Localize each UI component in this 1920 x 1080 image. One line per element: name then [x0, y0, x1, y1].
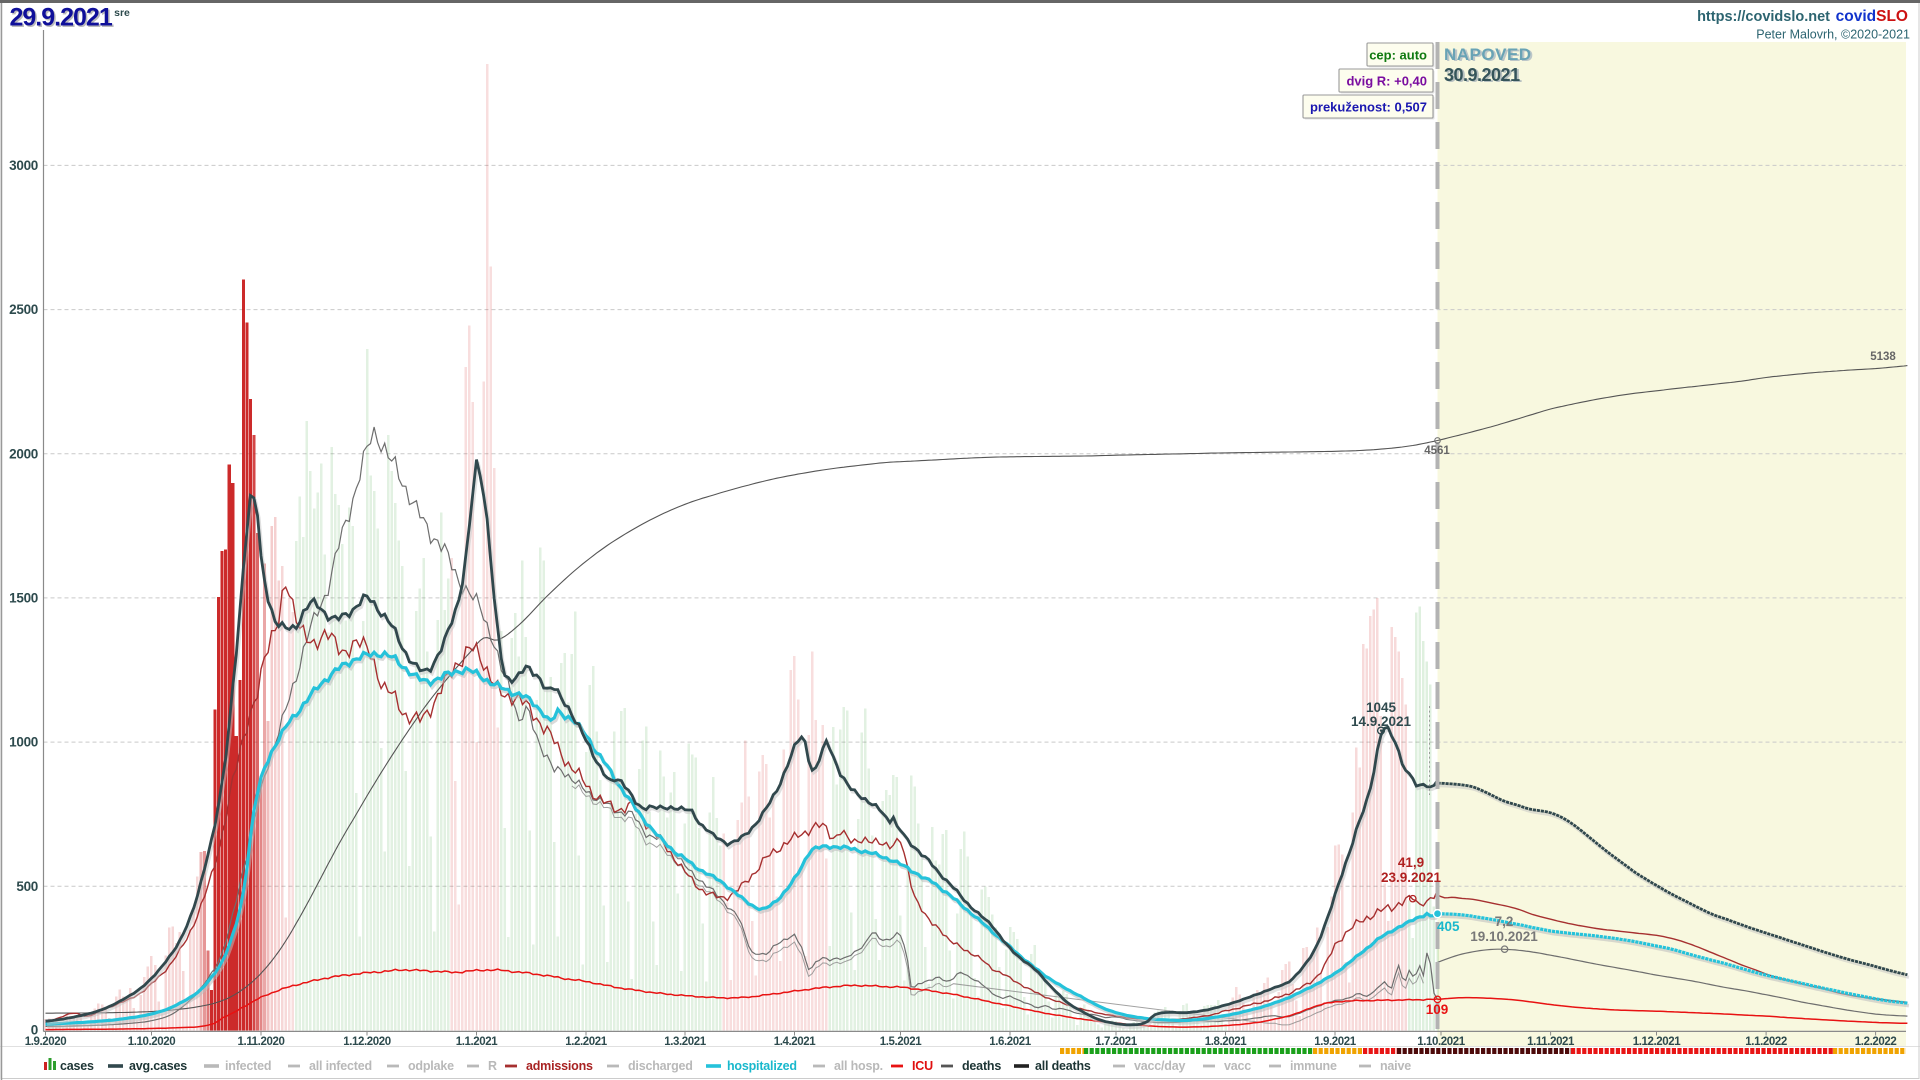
svg-text:1.11.2021: 1.11.2021 — [1527, 1036, 1575, 1048]
svg-text:immune: immune — [1290, 1059, 1337, 1073]
svg-text:naive: naive — [1380, 1059, 1411, 1073]
svg-text:NAPOVED: NAPOVED — [1446, 46, 1534, 65]
svg-text:1.11.2020: 1.11.2020 — [238, 1036, 285, 1048]
svg-text:all hosp.: all hosp. — [834, 1059, 883, 1073]
svg-text:1.4.2021: 1.4.2021 — [774, 1036, 817, 1048]
svg-text:deaths: deaths — [962, 1059, 1001, 1073]
svg-text:23.9.2021: 23.9.2021 — [1381, 870, 1442, 885]
svg-text:1500: 1500 — [9, 590, 38, 605]
svg-text:30.9.2021: 30.9.2021 — [1446, 66, 1522, 86]
svg-text:2000: 2000 — [9, 446, 38, 461]
svg-text:vacc/day: vacc/day — [1134, 1059, 1185, 1073]
svg-text:4561: 4561 — [1424, 445, 1450, 457]
svg-text:1.10.2021: 1.10.2021 — [1417, 1036, 1466, 1048]
svg-text:R: R — [488, 1059, 497, 1073]
svg-text:405: 405 — [1437, 919, 1460, 934]
svg-text:30.9.2021: 30.9.2021 — [1444, 65, 1520, 85]
svg-text:ICU: ICU — [912, 1059, 933, 1073]
svg-text:1.8.2021: 1.8.2021 — [1205, 1036, 1248, 1048]
svg-text:dvig R: +0,40: dvig R: +0,40 — [1346, 74, 1427, 89]
svg-text:1.12.2021: 1.12.2021 — [1633, 1036, 1682, 1048]
svg-text:hospitalized: hospitalized — [727, 1059, 797, 1073]
svg-text:41,9: 41,9 — [1398, 855, 1424, 870]
svg-text:1045: 1045 — [1366, 700, 1397, 715]
svg-text:19.10.2021: 19.10.2021 — [1470, 929, 1538, 944]
svg-text:cases: cases — [60, 1059, 94, 1073]
svg-text:NAPOVED: NAPOVED — [1444, 45, 1532, 64]
svg-text:cep: auto: cep: auto — [1369, 48, 1427, 63]
svg-text:5138: 5138 — [1870, 351, 1896, 363]
svg-text:1.5.2021: 1.5.2021 — [880, 1036, 923, 1048]
svg-text:1.2.2021: 1.2.2021 — [565, 1036, 608, 1048]
svg-text:odplake: odplake — [408, 1059, 454, 1073]
svg-text:admissions: admissions — [526, 1059, 593, 1073]
svg-text:Peter Malovrh, ©2020-2021: Peter Malovrh, ©2020-2021 — [1756, 28, 1910, 42]
svg-text:0: 0 — [31, 1023, 38, 1038]
svg-text:7,2: 7,2 — [1495, 914, 1514, 929]
svg-text:1.12.2020: 1.12.2020 — [343, 1036, 391, 1048]
svg-text:all deaths: all deaths — [1035, 1059, 1091, 1073]
svg-text:1.10.2020: 1.10.2020 — [128, 1036, 176, 1048]
svg-text:1.9.2021: 1.9.2021 — [1314, 1036, 1357, 1048]
svg-text:covidSLO: covidSLO — [1836, 8, 1908, 25]
svg-text:14.9.2021: 14.9.2021 — [1351, 714, 1412, 729]
svg-text:discharged: discharged — [628, 1059, 693, 1073]
svg-text:all infected: all infected — [309, 1059, 372, 1073]
svg-text:500: 500 — [16, 879, 38, 894]
svg-text:1.2.2022: 1.2.2022 — [1855, 1036, 1897, 1048]
svg-text:109: 109 — [1426, 1002, 1449, 1017]
svg-text:1.9.2020: 1.9.2020 — [25, 1036, 67, 1048]
svg-text:2500: 2500 — [9, 302, 38, 317]
svg-text:1.6.2021: 1.6.2021 — [989, 1036, 1032, 1048]
svg-text:1000: 1000 — [9, 735, 38, 750]
svg-text:infected: infected — [225, 1059, 271, 1073]
svg-text:vacc: vacc — [1224, 1059, 1251, 1073]
svg-text:https://covidslo.net: https://covidslo.net — [1697, 9, 1830, 25]
svg-text:avg.cases: avg.cases — [129, 1059, 187, 1073]
svg-text:1.3.2021: 1.3.2021 — [664, 1036, 707, 1048]
svg-text:29.9.2021: 29.9.2021 — [10, 4, 113, 32]
svg-text:3000: 3000 — [9, 158, 38, 173]
svg-text:sre: sre — [114, 7, 130, 19]
svg-text:1.7.2021: 1.7.2021 — [1095, 1036, 1138, 1048]
svg-text:29.9.2021: 29.9.2021 — [11, 5, 114, 33]
svg-text:1.1.2022: 1.1.2022 — [1745, 1036, 1787, 1048]
svg-text:1.1.2021: 1.1.2021 — [456, 1036, 499, 1048]
svg-text:prekuženost: 0,507: prekuženost: 0,507 — [1310, 100, 1427, 115]
